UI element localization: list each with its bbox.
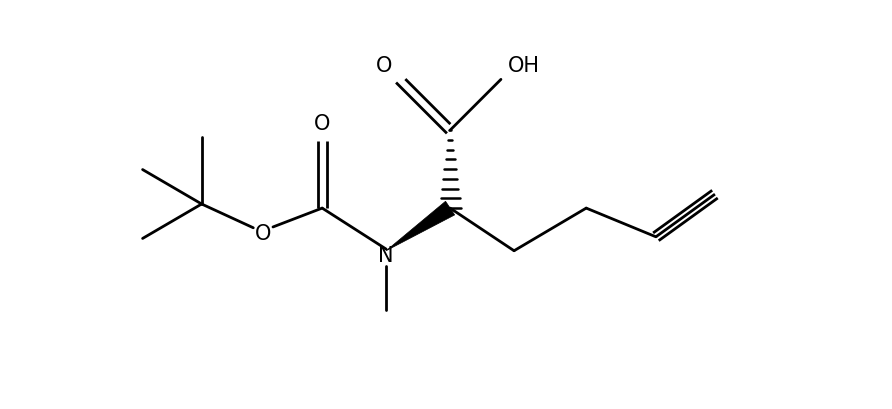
Text: O: O (376, 56, 392, 75)
Polygon shape (386, 202, 455, 251)
Text: O: O (314, 114, 330, 133)
Text: N: N (378, 245, 394, 265)
Text: O: O (255, 223, 271, 243)
Text: OH: OH (508, 56, 540, 75)
